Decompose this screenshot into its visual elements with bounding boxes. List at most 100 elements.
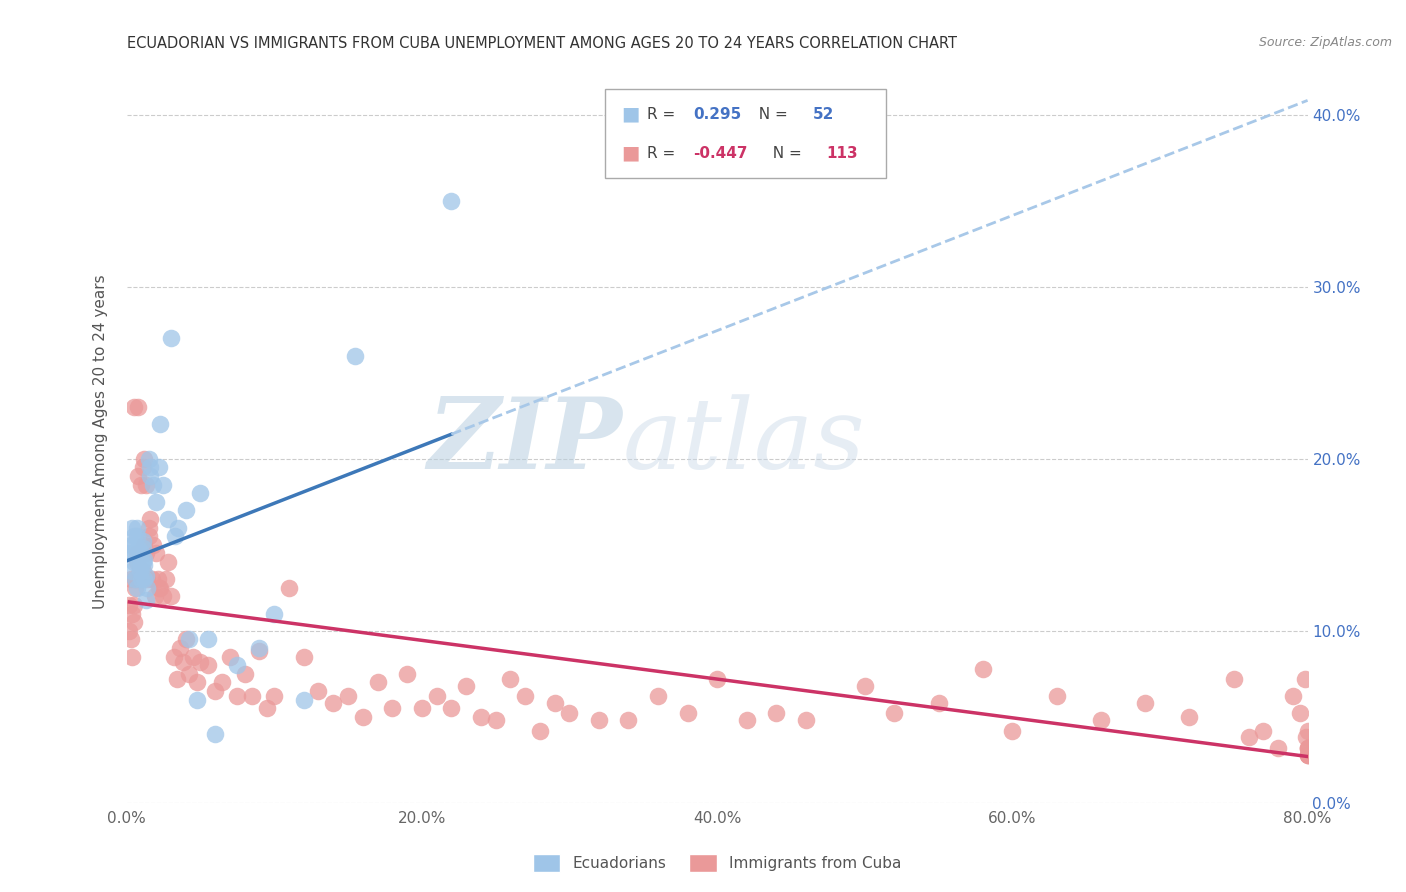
Point (440, 194, 463, 208)
Point (647, 689, 669, 703)
Point (163, 649, 186, 664)
Point (125, 529, 148, 543)
Text: atlas: atlas (623, 394, 865, 489)
Point (129, 546, 153, 560)
Point (588, 713, 610, 727)
Text: N =: N = (749, 107, 793, 121)
Point (124, 581, 146, 595)
Point (1289, 706, 1312, 721)
Point (240, 689, 263, 703)
Point (135, 546, 157, 560)
Text: -0.447: -0.447 (693, 146, 748, 161)
Point (143, 590, 166, 604)
Point (149, 417, 172, 432)
Point (292, 692, 315, 706)
Point (177, 632, 200, 647)
Point (125, 546, 148, 560)
Point (118, 546, 141, 560)
Text: 52: 52 (813, 107, 834, 121)
Point (174, 632, 197, 647)
Point (134, 558, 156, 573)
Point (1135, 696, 1157, 710)
Point (308, 684, 330, 698)
Point (118, 624, 141, 638)
Point (181, 649, 204, 664)
Point (233, 666, 256, 681)
Point (132, 460, 155, 475)
Point (156, 555, 179, 569)
Point (121, 520, 143, 534)
Point (1178, 710, 1201, 724)
Point (129, 558, 153, 573)
Point (129, 546, 153, 560)
Point (124, 546, 146, 560)
Point (122, 529, 145, 543)
Point (139, 512, 162, 526)
Text: ZIP: ZIP (427, 393, 623, 490)
Point (617, 713, 640, 727)
Point (132, 564, 155, 578)
Point (141, 572, 163, 586)
Point (125, 520, 148, 534)
Point (543, 696, 565, 710)
Point (186, 675, 208, 690)
Point (129, 572, 153, 586)
Point (1295, 731, 1317, 745)
Point (226, 658, 249, 673)
Point (1223, 672, 1246, 686)
Text: Source: ZipAtlas.com: Source: ZipAtlas.com (1258, 36, 1392, 49)
Text: R =: R = (647, 107, 681, 121)
Point (515, 689, 537, 703)
Legend: Ecuadorians, Immigrants from Cuba: Ecuadorians, Immigrants from Cuba (527, 848, 907, 879)
Point (367, 675, 389, 690)
Point (1296, 747, 1319, 762)
Point (197, 632, 219, 647)
Point (129, 477, 153, 491)
Point (121, 649, 143, 664)
Point (381, 701, 404, 715)
Point (120, 572, 142, 586)
Point (145, 546, 167, 560)
Point (396, 666, 419, 681)
Point (211, 675, 233, 690)
Point (129, 546, 153, 560)
Point (136, 581, 159, 595)
Point (166, 672, 188, 686)
Point (256, 701, 278, 715)
Point (142, 477, 165, 491)
Point (928, 696, 950, 710)
Point (127, 541, 149, 556)
Point (1267, 740, 1289, 755)
Point (118, 598, 141, 612)
Point (155, 572, 177, 586)
Point (197, 658, 219, 673)
Point (1296, 747, 1319, 762)
Point (160, 590, 183, 604)
Point (148, 581, 170, 595)
Point (226, 689, 249, 703)
Point (142, 538, 165, 552)
Point (169, 640, 191, 655)
Point (1296, 747, 1319, 762)
Point (121, 607, 143, 621)
Point (177, 666, 200, 681)
Point (425, 689, 447, 703)
Point (1253, 723, 1275, 738)
Point (735, 713, 758, 727)
Point (1090, 713, 1112, 727)
Point (139, 460, 162, 475)
Point (146, 572, 169, 586)
Text: 113: 113 (827, 146, 858, 161)
Point (138, 451, 160, 466)
Point (128, 546, 150, 560)
Point (167, 520, 190, 534)
Point (352, 710, 374, 724)
Point (484, 713, 508, 727)
Point (186, 692, 208, 706)
Point (156, 512, 179, 526)
Point (135, 568, 157, 582)
Point (122, 555, 145, 569)
Point (411, 701, 433, 715)
Point (219, 649, 242, 664)
Point (165, 529, 187, 543)
